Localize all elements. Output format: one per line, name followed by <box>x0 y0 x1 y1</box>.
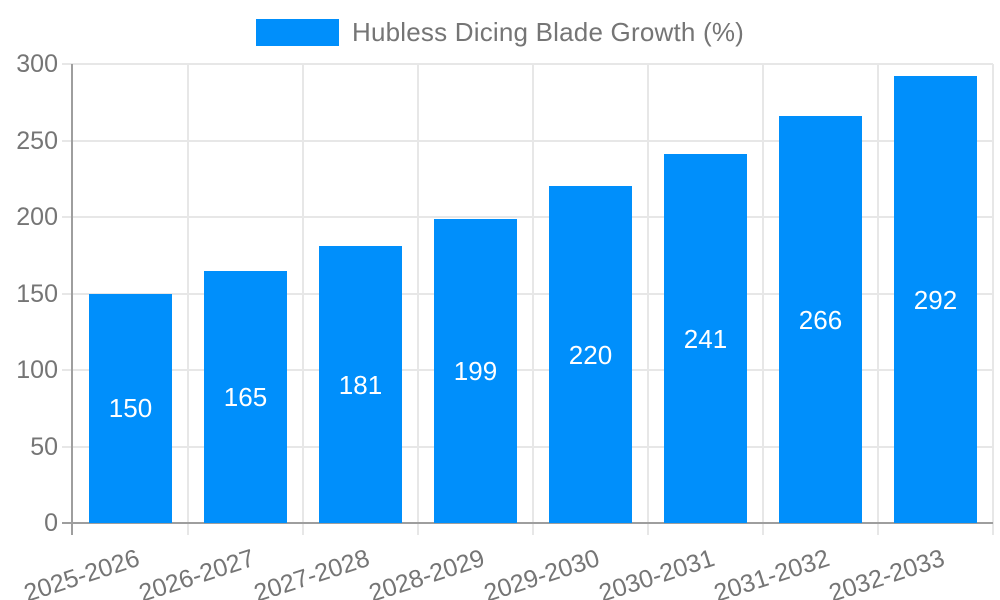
y-axis-label: 300 <box>16 50 58 78</box>
x-axis-label: 2025-2026 <box>20 544 143 600</box>
y-axis-tick <box>62 292 73 295</box>
x-axis-label: 2030-2031 <box>595 544 718 600</box>
x-axis-label: 2027-2028 <box>250 544 373 600</box>
x-gridline <box>302 64 304 535</box>
bar-value-label: 241 <box>683 323 728 354</box>
x-axis-label: 2029-2030 <box>480 544 603 600</box>
bar-value-label: 266 <box>798 304 843 335</box>
x-gridline <box>417 64 419 535</box>
x-axis-label: 2026-2027 <box>135 544 258 600</box>
legend-swatch <box>255 19 339 46</box>
bar[interactable] <box>894 76 977 523</box>
legend[interactable]: Hubless Dicing Blade Growth (%) <box>0 17 1000 48</box>
x-gridline <box>532 64 534 535</box>
bar[interactable] <box>779 116 862 523</box>
legend-label: Hubless Dicing Blade Growth (%) <box>351 17 744 47</box>
y-axis-label: 100 <box>16 356 58 384</box>
x-axis-label: 2031-2032 <box>710 544 833 600</box>
bar[interactable] <box>89 293 172 523</box>
y-axis-tick <box>62 63 73 65</box>
bar-value-label: 220 <box>568 339 613 370</box>
x-axis-label: 2032-2033 <box>825 544 948 600</box>
y-axis-line <box>71 64 73 535</box>
y-axis-tick <box>62 139 73 142</box>
x-axis-label: 2028-2029 <box>365 544 488 600</box>
y-axis-label: 200 <box>16 203 58 231</box>
y-axis-label: 150 <box>16 279 58 308</box>
y-axis-tick <box>62 216 73 218</box>
bar-value-label: 292 <box>913 284 958 315</box>
x-gridline <box>992 64 994 535</box>
x-gridline <box>187 64 189 535</box>
x-gridline <box>877 64 879 535</box>
bar[interactable] <box>434 218 517 523</box>
bar-value-label: 165 <box>223 381 268 412</box>
bar[interactable] <box>549 186 632 523</box>
bar[interactable] <box>204 270 287 523</box>
y-axis-label: 0 <box>44 509 58 537</box>
bar-value-label: 150 <box>108 393 153 424</box>
bar[interactable] <box>319 246 402 523</box>
y-axis-label: 250 <box>16 126 58 155</box>
y-axis-tick <box>62 369 73 371</box>
y-axis-tick <box>62 445 73 448</box>
bar-value-label: 199 <box>453 355 498 386</box>
y-axis-label: 50 <box>30 432 58 461</box>
x-axis-line <box>62 522 993 524</box>
x-gridline <box>647 64 649 535</box>
bar-value-label: 181 <box>338 369 383 400</box>
x-gridline <box>762 64 764 535</box>
bar[interactable] <box>664 154 747 523</box>
